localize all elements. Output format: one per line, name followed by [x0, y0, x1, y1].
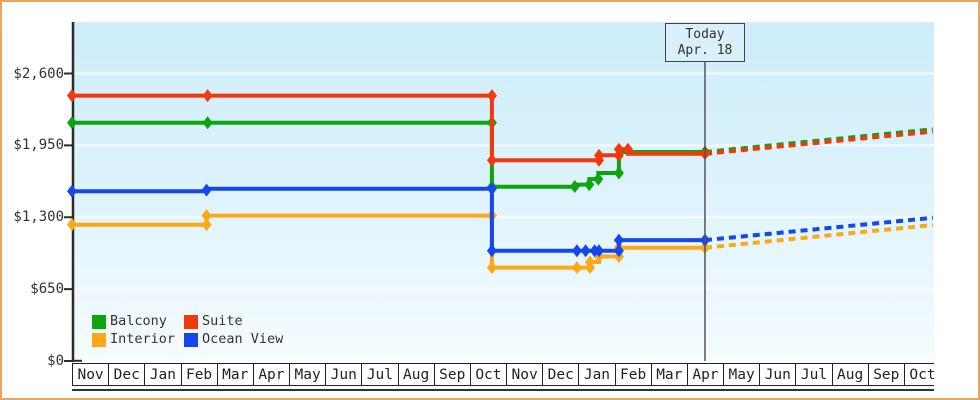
legend-label: Balcony: [110, 313, 167, 329]
data-point-diamond: [486, 182, 497, 196]
y-axis-label: $2,600: [13, 65, 64, 82]
month-cell: Nov: [72, 364, 108, 385]
month-cell: Nov: [506, 364, 542, 385]
data-point-diamond: [486, 153, 497, 167]
plot-background: [74, 22, 934, 361]
data-point-diamond: [571, 244, 582, 258]
series-ocean-view: [67, 182, 933, 258]
y-axis-label: $650: [30, 281, 64, 298]
month-cell: Oct: [903, 364, 934, 385]
month-cell: Feb: [614, 364, 651, 385]
legend-swatch: [92, 332, 106, 347]
data-point-diamond: [622, 142, 633, 156]
data-point-diamond: [613, 244, 624, 258]
data-point-diamond: [202, 116, 213, 130]
data-point-diamond: [67, 184, 77, 198]
data-point-diamond: [613, 166, 624, 180]
data-point-diamond: [201, 183, 212, 197]
data-point-diamond: [202, 89, 213, 103]
month-cell: Dec: [108, 364, 144, 385]
data-point-diamond: [593, 148, 604, 162]
month-cell: Dec: [542, 364, 578, 385]
month-cell: Sep: [867, 364, 904, 385]
legend-item-interior: Interior: [92, 332, 184, 347]
x-axis-underline: [72, 389, 934, 391]
series-suite: [67, 89, 933, 167]
month-cell: Apr: [252, 364, 289, 385]
month-cell: Jun: [325, 364, 361, 385]
month-cell: Feb: [180, 364, 217, 385]
data-point-diamond: [584, 255, 595, 269]
today-label: Today: [685, 26, 725, 42]
data-point-diamond: [613, 233, 624, 247]
legend-label: Ocean View: [202, 331, 284, 347]
data-point-diamond: [571, 261, 582, 275]
legend-item-suite: Suite: [184, 314, 283, 329]
data-point-diamond: [67, 89, 77, 103]
y-axis-label: $1,300: [13, 209, 64, 226]
data-point-diamond: [593, 172, 604, 186]
month-cell: Mar: [650, 364, 687, 385]
data-point-diamond: [201, 209, 212, 223]
data-point-diamond: [569, 180, 580, 194]
data-point-diamond: [486, 244, 497, 258]
month-cell: Aug: [397, 364, 434, 385]
legend-swatch: [184, 332, 198, 347]
month-cell: Jan: [578, 364, 614, 385]
price-line: [72, 93, 705, 163]
legend-item-balcony: Balcony: [92, 314, 184, 329]
month-cell: Oct: [469, 364, 506, 385]
month-cell: Jan: [144, 364, 180, 385]
legend-label: Suite: [202, 313, 243, 329]
price-line: [72, 213, 705, 270]
month-cell: Mar: [216, 364, 253, 385]
data-point-diamond: [584, 178, 595, 192]
month-cell: Jun: [759, 364, 795, 385]
data-point-diamond: [67, 218, 77, 232]
month-cell: Sep: [433, 364, 470, 385]
month-cell: May: [289, 364, 325, 385]
data-point-diamond: [613, 142, 624, 156]
legend-label: Interior: [110, 331, 176, 347]
series-interior: [67, 209, 933, 275]
today-marker-box: Today Apr. 18: [665, 23, 745, 62]
y-axis-label: $1,950: [13, 137, 64, 154]
month-cell: Apr: [686, 364, 723, 385]
data-point-diamond: [486, 261, 497, 275]
y-axis-label: $0: [47, 353, 64, 369]
series-balcony: [67, 116, 933, 194]
data-point-diamond: [67, 116, 77, 130]
month-cell: Aug: [831, 364, 868, 385]
data-point-diamond: [486, 89, 497, 103]
data-point-diamond: [593, 244, 604, 258]
projection-line: [704, 223, 933, 250]
month-cell: Jul: [361, 364, 397, 385]
chart-legend: Balcony Suite Interior Ocean View: [92, 314, 283, 347]
month-cell: Jul: [795, 364, 831, 385]
legend-swatch: [92, 314, 106, 329]
month-cell: May: [723, 364, 759, 385]
data-point-diamond: [580, 244, 591, 258]
today-date: Apr. 18: [677, 42, 733, 58]
projection-line: [704, 215, 933, 243]
projection-line: [704, 129, 933, 156]
price-line: [72, 186, 705, 253]
legend-swatch: [184, 314, 198, 329]
legend-item-ocean-view: Ocean View: [184, 332, 283, 347]
x-axis-month-band: Nov Dec Jan Feb Mar Apr May Jun Jul Aug Sep Oct Nov D…: [72, 363, 934, 386]
data-point-diamond: [201, 218, 212, 232]
